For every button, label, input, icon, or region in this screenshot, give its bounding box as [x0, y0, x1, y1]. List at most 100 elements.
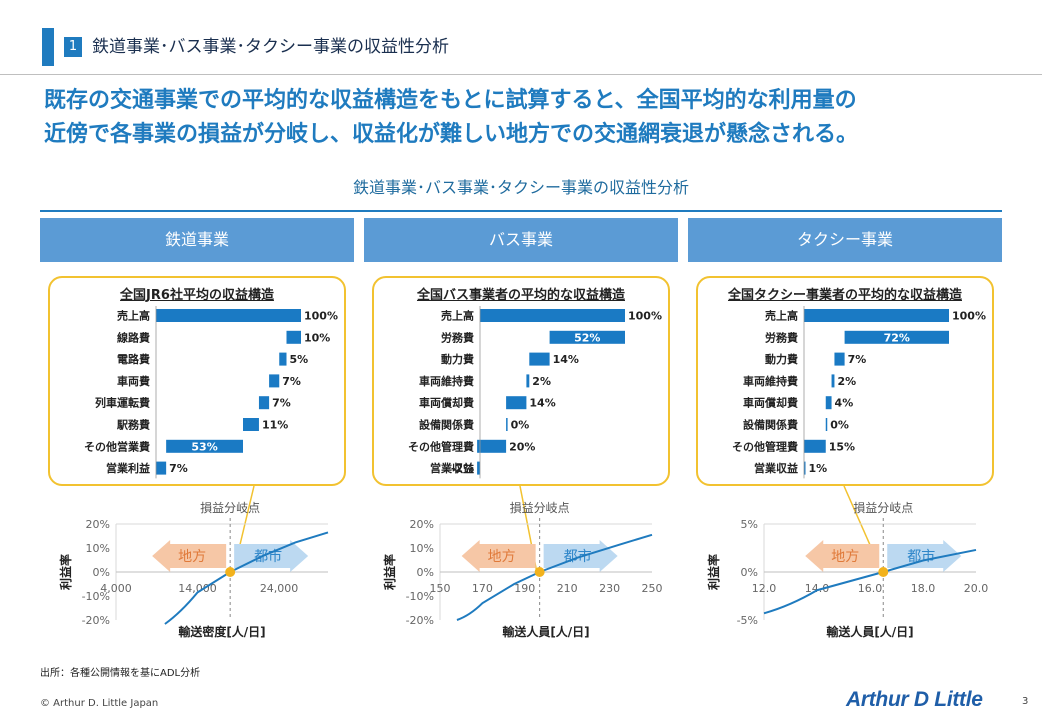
waterfall-chart: 売上高 100% 労務費 52% 動力費 14% 車両維持費 2% 車両償却費 14% 設備関係費 0… — [408, 306, 662, 479]
right-arrow-label: 都市 — [907, 548, 935, 565]
data-label: 1% — [809, 462, 828, 475]
data-label: 0% — [511, 419, 530, 432]
data-label: 7% — [848, 353, 867, 366]
data-label: 52% — [574, 331, 600, 344]
data-label: 100% — [304, 310, 338, 323]
panel-title: 全国バス事業者の平均的な収益構造 — [416, 288, 625, 303]
y-tick-label: -20% — [406, 614, 434, 627]
x-tick-label: 150 — [430, 582, 451, 595]
bar — [804, 439, 826, 453]
x-tick-label: 4,000 — [100, 582, 132, 595]
section-rule — [40, 210, 1002, 212]
data-label: 100% — [952, 310, 986, 323]
x-axis-title: 輸送密度[人/日] — [178, 624, 265, 639]
headline-line-2: 近傍で各事業の損益が分岐し、収益化が難しい地方での交通網衰退が懸念される。 — [44, 122, 859, 147]
category-label: 営業利益 — [106, 461, 150, 475]
data-label: 14% — [553, 353, 579, 366]
category-label: その他管理費 — [408, 439, 474, 453]
bar — [506, 418, 508, 431]
y-tick-label: -10% — [82, 590, 110, 603]
breakeven-point — [878, 567, 889, 577]
left-arrow-label: 地方 — [831, 549, 859, 565]
right-arrow — [887, 540, 962, 572]
y-tick-label: 20% — [410, 518, 434, 531]
rail-cost-structure-panel: 全国JR6社平均の収益構造 売上高 100% 線路費 10% 電路費 5% 車両費 7% 列車運… — [48, 276, 346, 486]
copyright: © Arthur D. Little Japan — [40, 698, 159, 709]
section-number: 1 — [64, 37, 82, 57]
category-label: 売上高 — [765, 309, 798, 323]
y-tick-label: 10% — [86, 542, 110, 555]
data-label: 20% — [509, 440, 535, 453]
bar — [844, 330, 949, 344]
right-arrow-label: 都市 — [564, 548, 592, 565]
connector-line — [237, 485, 255, 554]
data-label: 53% — [191, 440, 217, 453]
category-label: 労務費 — [765, 330, 798, 344]
panel-title: 全国タクシー事業者の平均的な収益構造 — [727, 288, 962, 303]
headline-line-1: 既存の交通事業での平均的な収益構造をもとに試算すると、全国平均的な利用量の — [44, 88, 857, 113]
data-label: 5% — [290, 353, 309, 366]
data-label: 7% — [169, 462, 188, 475]
breakeven-annotation: 損益分岐点 — [853, 500, 913, 515]
category-label: その他管理費 — [732, 439, 798, 453]
category-label: 車両維持費 — [419, 374, 474, 388]
y-tick-label: 5% — [741, 518, 758, 531]
y-tick-label: 0% — [741, 566, 758, 579]
bar — [825, 396, 832, 410]
company-logo: Arthur D Little — [846, 688, 983, 711]
category-label: その他営業費 — [84, 439, 150, 453]
left-arrow — [805, 540, 880, 572]
x-axis-title: 輸送人員[人/日] — [826, 624, 913, 639]
bar — [243, 418, 259, 431]
x-tick-label: 12.0 — [752, 582, 777, 595]
x-tick-label: 16.0 — [858, 582, 883, 595]
accent-bar — [42, 28, 54, 66]
divider — [0, 74, 1042, 75]
profit-curve — [164, 531, 329, 625]
y-axis-title: 利益率 — [382, 554, 397, 590]
bar — [549, 330, 625, 344]
bar — [831, 374, 835, 388]
category-label: 設備関係費 — [419, 418, 474, 432]
bar — [529, 352, 550, 366]
category-label: 車両費 — [117, 374, 150, 388]
waterfall-chart: 売上高 100% 線路費 10% 電路費 5% 車両費 7% 列車運転費 7% 駅務費 11% その他営… — [84, 306, 338, 479]
data-label: -2% — [451, 462, 474, 475]
data-label: 14% — [529, 397, 555, 410]
x-tick-label: 20.0 — [964, 582, 989, 595]
data-label: 7% — [272, 397, 291, 410]
bar — [477, 461, 480, 475]
y-tick-label: -5% — [737, 614, 758, 627]
data-label: 2% — [532, 375, 551, 388]
category-label: 動力費 — [441, 352, 474, 366]
x-axis-title: 輸送人員[人/日] — [502, 624, 589, 639]
right-arrow-label: 都市 — [254, 548, 282, 565]
chart-section-title: 鉄道事業･バス事業･タクシー事業の収益性分析 — [352, 178, 689, 197]
bar — [156, 461, 167, 475]
bus-cost-structure-panel: 全国バス事業者の平均的な収益構造 売上高 100% 労務費 52% 動力費 14% 車両維持… — [372, 276, 670, 486]
bar — [477, 439, 507, 453]
column-header-bus: バス事業 — [364, 218, 678, 262]
page-number: 3 — [1022, 696, 1029, 707]
left-arrow — [461, 540, 536, 572]
x-tick-label: 250 — [642, 582, 663, 595]
breakeven-point — [225, 567, 236, 577]
left-arrow — [152, 540, 227, 572]
bar — [279, 352, 287, 366]
category-label: 設備関係費 — [743, 418, 798, 432]
bar — [804, 309, 949, 322]
column-header-taxi: タクシー事業 — [688, 218, 1002, 262]
y-axis-title: 利益率 — [58, 554, 73, 590]
x-tick-label: 18.0 — [911, 582, 936, 595]
category-label: 列車運転費 — [95, 396, 150, 410]
y-tick-label: -20% — [82, 614, 110, 627]
bar — [166, 439, 243, 453]
category-label: 売上高 — [117, 309, 150, 323]
data-label: 11% — [262, 419, 288, 432]
bar — [156, 309, 301, 322]
category-label: 車両償却費 — [743, 396, 798, 410]
y-tick-label: 20% — [86, 518, 110, 531]
category-label: 売上高 — [441, 309, 474, 323]
bar — [258, 396, 270, 410]
